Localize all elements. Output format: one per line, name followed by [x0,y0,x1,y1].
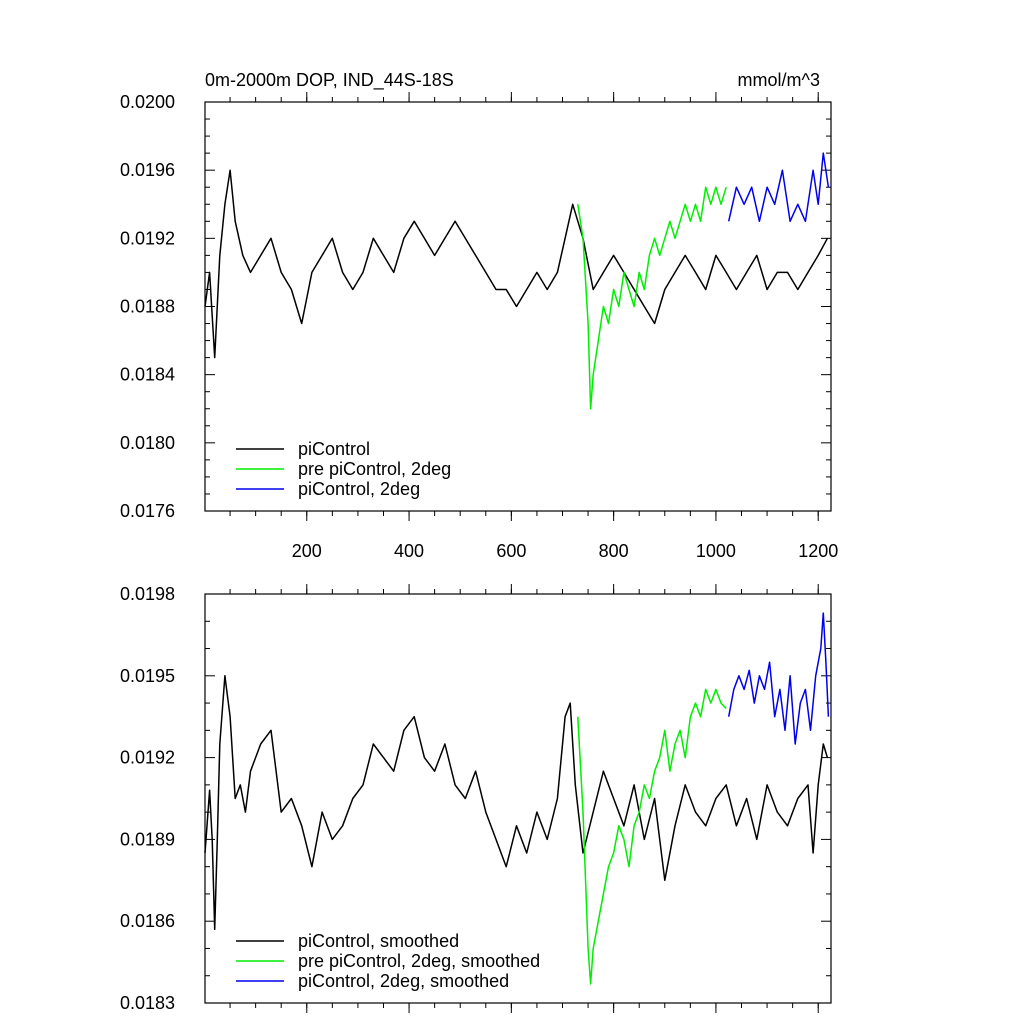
y-tick-label: 0.0186 [120,911,175,931]
x-tick-label: 200 [292,541,322,561]
legend-label: piControl, 2deg, smoothed [298,971,509,991]
legend-label: piControl, smoothed [298,931,459,951]
legend-label: pre piControl, 2deg [298,459,451,479]
units-label: mmol/m^3 [738,70,820,90]
series-line-1 [577,186,727,410]
bottom-chart-panel: 0.0183 0.0186 0.0189 0.0192 0.0195 0.0198 piC… [120,584,832,1013]
top-chart-frame [204,101,832,512]
legend-label: piControl, 2deg [298,479,420,499]
bottom-chart-frame [204,593,832,1004]
x-tick-label: 600 [496,541,526,561]
y-tick-label: 0.0176 [120,501,175,521]
legend-label: piControl [298,439,370,459]
series-line-2 [727,612,830,745]
y-tick-label: 0.0198 [120,584,175,604]
top-chart-panel: 0m-2000m DOP, IND_44S-18S mmol/m^3 0.017… [120,70,838,561]
series-line-0 [204,675,829,931]
legend-label: pre piControl, 2deg, smoothed [298,951,540,971]
x-tick-label: 800 [599,541,629,561]
y-tick-label: 0.0192 [120,748,175,768]
x-tick-label: 1000 [696,541,736,561]
y-tick-label: 0.0192 [120,228,175,248]
y-tick-label: 0.0189 [120,829,175,849]
y-tick-label: 0.0180 [120,433,175,453]
chart-title: 0m-2000m DOP, IND_44S-18S [205,70,454,91]
y-tick-label: 0.0200 [120,92,175,112]
x-tick-label: 1200 [798,541,838,561]
y-tick-label: 0.0195 [120,666,175,686]
y-tick-label: 0.0196 [120,160,175,180]
y-tick-label: 0.0188 [120,297,175,317]
series-line-0 [204,169,829,359]
series-line-2 [727,152,830,223]
y-tick-label: 0.0183 [120,993,175,1013]
x-tick-label: 400 [394,541,424,561]
y-tick-label: 0.0184 [120,365,175,385]
series-line-1 [577,688,727,985]
